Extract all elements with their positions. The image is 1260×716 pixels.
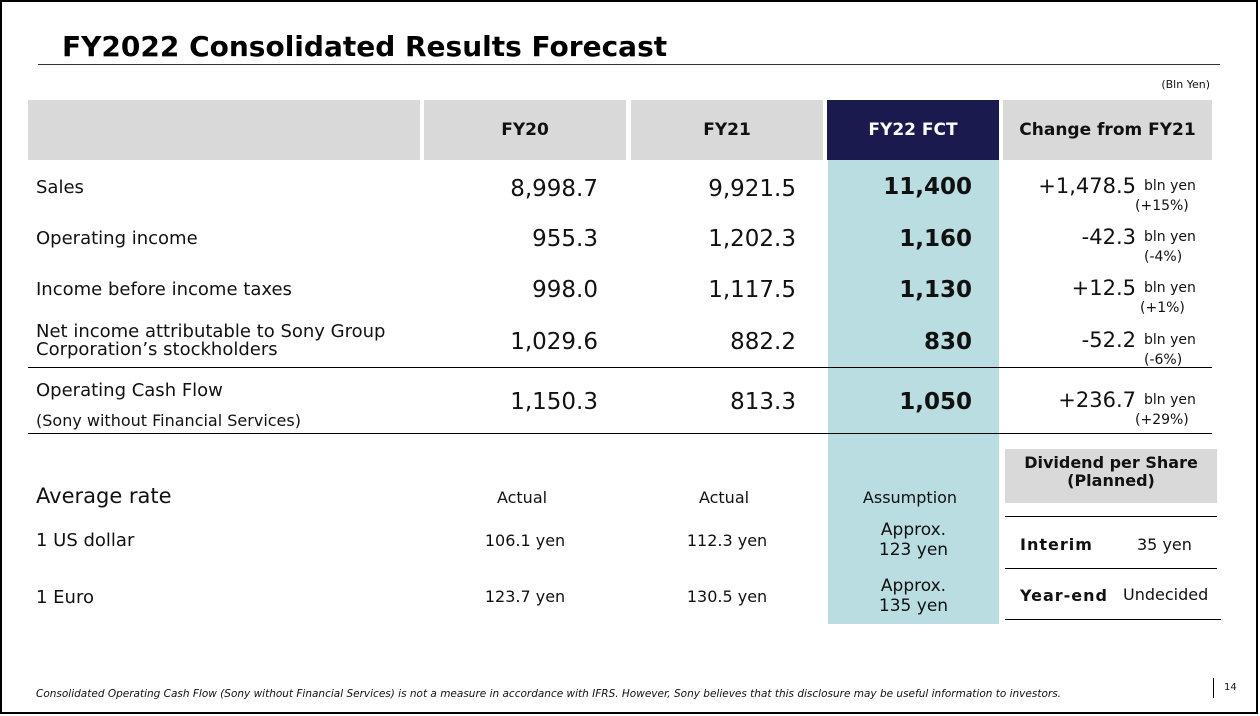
change-value: -52.2	[1081, 328, 1136, 352]
dividend-yearend-label: Year-end	[1020, 586, 1108, 605]
row-label-line1: Net income attributable to Sony Group	[36, 321, 386, 342]
change-unit: bln yen	[1144, 332, 1196, 348]
header-blank-cell	[28, 100, 420, 160]
rate-fy21: 112.3 yen	[686, 531, 768, 550]
row-label: Sales	[36, 177, 84, 198]
forecast-column-highlight	[828, 160, 999, 624]
rate-fy21: 130.5 yen	[686, 587, 768, 606]
dividend-header: Dividend per Share (Planned)	[1005, 449, 1217, 503]
rate-fy20: 123.7 yen	[484, 587, 566, 606]
fy21-rate-subheader: Actual	[698, 488, 750, 507]
value-fy21: 882.2	[730, 329, 796, 355]
change-unit: bln yen	[1144, 280, 1196, 296]
dividend-interim-label: Interim	[1020, 535, 1093, 554]
rate-label: 1 US dollar	[36, 530, 135, 551]
row-label: Income before income taxes	[36, 279, 292, 300]
change-value: +12.5	[1071, 276, 1136, 300]
footnote: Consolidated Operating Cash Flow (Sony w…	[36, 688, 1061, 700]
rate-fy22-line2: 135 yen	[878, 596, 949, 616]
change-unit: bln yen	[1144, 392, 1196, 408]
change-unit: bln yen	[1144, 178, 1196, 194]
rate-fy22-line1: Approx.	[880, 576, 947, 596]
row-sublabel: (Sony without Financial Services)	[36, 411, 301, 430]
table-bottom-rule	[28, 433, 1212, 434]
fy20-rate-subheader: Actual	[496, 488, 548, 507]
change-value: +236.7	[1058, 388, 1136, 412]
row-label: Operating Cash Flow	[36, 380, 223, 401]
fy22-rate-subheader: Assumption	[862, 488, 958, 507]
change-unit: bln yen	[1144, 229, 1196, 245]
value-fy20: 8,998.7	[510, 176, 598, 202]
value-fy21: 1,117.5	[708, 277, 796, 303]
header-fy22-forecast: FY22 FCT	[827, 100, 999, 160]
unit-note: (Bln Yen)	[1161, 78, 1210, 91]
header-fy21: FY21	[631, 100, 823, 160]
change-percent: (+15%)	[1135, 198, 1189, 214]
dividend-title: Dividend per Share	[1024, 453, 1198, 472]
value-fy20: 1,029.6	[510, 329, 598, 355]
value-fy22: 11,400	[883, 174, 972, 200]
page-title: FY2022 Consolidated Results Forecast	[62, 30, 668, 63]
rate-fy20: 106.1 yen	[484, 531, 566, 550]
dividend-rule-top	[1005, 516, 1217, 517]
average-rate-heading: Average rate	[36, 484, 172, 508]
value-fy22: 1,050	[899, 389, 972, 415]
change-percent: (-4%)	[1144, 249, 1183, 265]
value-fy20: 998.0	[532, 277, 598, 303]
header-fy20: FY20	[424, 100, 626, 160]
value-fy21: 9,921.5	[708, 176, 796, 202]
rate-fy22-line1: Approx.	[880, 520, 947, 540]
page-number-divider	[1213, 678, 1214, 698]
dividend-rule-middle	[1005, 568, 1217, 569]
rate-fy22-line2: 123 yen	[878, 540, 949, 560]
change-percent: (-6%)	[1144, 352, 1183, 368]
header-change: Change from FY21	[1003, 100, 1212, 160]
page-number: 14	[1224, 682, 1237, 693]
row-label-line2: Corporation’s stockholders	[36, 339, 278, 360]
dividend-subtitle: (Planned)	[1067, 471, 1155, 490]
row-label: Operating income	[36, 228, 198, 249]
value-fy21: 813.3	[730, 389, 796, 415]
value-fy22: 1,160	[899, 226, 972, 252]
dividend-yearend-value: Undecided	[1123, 585, 1209, 604]
rate-label: 1 Euro	[36, 587, 94, 608]
value-fy22: 1,130	[899, 277, 972, 303]
value-fy20: 1,150.3	[510, 389, 598, 415]
row-divider	[28, 367, 1212, 368]
value-fy22: 830	[923, 329, 972, 355]
dividend-interim-value: 35 yen	[1137, 535, 1192, 554]
change-percent: (+1%)	[1140, 300, 1185, 316]
change-value: -42.3	[1081, 225, 1136, 249]
change-value: +1,478.5	[1038, 174, 1136, 198]
dividend-rule-bottom	[1005, 619, 1221, 620]
title-underline	[38, 64, 1220, 65]
value-fy20: 955.3	[532, 226, 598, 252]
value-fy21: 1,202.3	[708, 226, 796, 252]
change-percent: (+29%)	[1135, 412, 1189, 428]
